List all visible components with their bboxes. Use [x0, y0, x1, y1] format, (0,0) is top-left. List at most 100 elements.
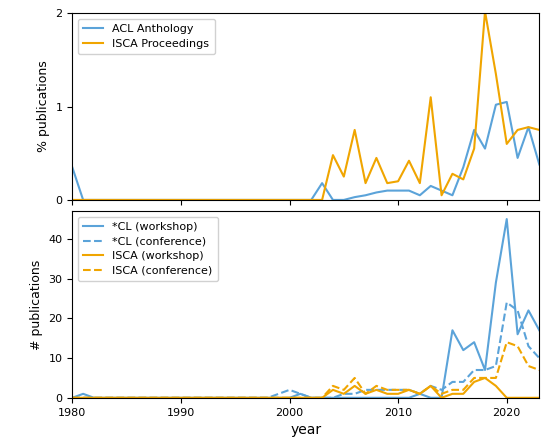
ISCA (conference) [275, 395, 282, 400]
ISCA (workshop) [438, 395, 445, 400]
*CL (workshop) [438, 395, 445, 400]
*CL (conference) [319, 395, 325, 400]
ISCA Proceedings [167, 197, 173, 202]
Line: ISCA (workshop): ISCA (workshop) [72, 378, 539, 398]
*CL (conference) [340, 391, 347, 396]
*CL (workshop) [514, 332, 521, 337]
ISCA Proceedings [199, 197, 206, 202]
ISCA (conference) [112, 395, 119, 400]
ISCA (conference) [177, 395, 184, 400]
*CL (workshop) [416, 391, 423, 396]
ISCA (workshop) [471, 379, 478, 385]
*CL (workshop) [493, 280, 499, 285]
ISCA (conference) [308, 395, 315, 400]
ISCA (workshop) [428, 383, 434, 389]
ISCA (conference) [438, 391, 445, 396]
*CL (conference) [449, 379, 456, 385]
ACL Anthology [406, 188, 413, 193]
*CL (workshop) [330, 395, 336, 400]
ISCA (workshop) [536, 395, 543, 400]
ACL Anthology [330, 197, 336, 202]
ACL Anthology [395, 188, 401, 193]
ISCA (conference) [102, 395, 108, 400]
ISCA (conference) [188, 395, 195, 400]
ISCA Proceedings [102, 197, 108, 202]
ACL Anthology [112, 197, 119, 202]
Line: ISCA (conference): ISCA (conference) [72, 342, 539, 398]
ISCA (conference) [134, 395, 141, 400]
ISCA (workshop) [384, 391, 391, 396]
ACL Anthology [416, 193, 423, 198]
ISCA (conference) [319, 395, 325, 400]
ISCA (conference) [330, 383, 336, 389]
ISCA (conference) [243, 395, 250, 400]
ACL Anthology [221, 197, 227, 202]
ISCA Proceedings [134, 197, 141, 202]
ISCA Proceedings [112, 197, 119, 202]
ISCA Proceedings [471, 146, 478, 151]
ISCA (workshop) [286, 395, 293, 400]
*CL (conference) [395, 387, 401, 392]
ACL Anthology [145, 197, 152, 202]
ISCA Proceedings [406, 158, 413, 164]
*CL (workshop) [297, 391, 304, 396]
ISCA Proceedings [536, 127, 543, 133]
*CL (workshop) [177, 395, 184, 400]
ISCA Proceedings [525, 125, 532, 130]
ISCA (workshop) [199, 395, 206, 400]
ISCA (workshop) [330, 387, 336, 392]
ISCA (workshop) [373, 387, 380, 392]
ISCA (conference) [156, 395, 162, 400]
ISCA (workshop) [91, 395, 97, 400]
ACL Anthology [275, 197, 282, 202]
ISCA (workshop) [503, 395, 510, 400]
*CL (conference) [134, 395, 141, 400]
ACL Anthology [123, 197, 130, 202]
ISCA Proceedings [493, 71, 499, 76]
ISCA (workshop) [167, 395, 173, 400]
*CL (conference) [438, 387, 445, 392]
*CL (conference) [308, 395, 315, 400]
ISCA (workshop) [308, 395, 315, 400]
ACL Anthology [243, 197, 250, 202]
ISCA (workshop) [243, 395, 250, 400]
ISCA (workshop) [460, 391, 466, 396]
ISCA (conference) [503, 339, 510, 345]
*CL (workshop) [265, 395, 271, 400]
*CL (conference) [91, 395, 97, 400]
ISCA (workshop) [351, 383, 358, 389]
ISCA (conference) [254, 395, 260, 400]
ISCA (workshop) [525, 395, 532, 400]
*CL (workshop) [275, 395, 282, 400]
ACL Anthology [340, 197, 347, 202]
ISCA (conference) [145, 395, 152, 400]
ACL Anthology [514, 155, 521, 160]
*CL (workshop) [91, 395, 97, 400]
ACL Anthology [265, 197, 271, 202]
*CL (workshop) [112, 395, 119, 400]
*CL (workshop) [351, 395, 358, 400]
ISCA Proceedings [460, 177, 466, 182]
ISCA (conference) [362, 391, 369, 396]
ISCA Proceedings [308, 197, 315, 202]
*CL (conference) [351, 391, 358, 396]
ISCA (workshop) [69, 395, 76, 400]
*CL (workshop) [69, 395, 76, 400]
*CL (conference) [362, 387, 369, 392]
ACL Anthology [69, 164, 76, 170]
Line: *CL (conference): *CL (conference) [72, 302, 539, 398]
ISCA Proceedings [145, 197, 152, 202]
ISCA (workshop) [362, 391, 369, 396]
*CL (conference) [221, 395, 227, 400]
ISCA (conference) [471, 375, 478, 381]
*CL (conference) [145, 395, 152, 400]
ISCA (conference) [493, 375, 499, 381]
ISCA (workshop) [123, 395, 130, 400]
ISCA (conference) [91, 395, 97, 400]
ACL Anthology [362, 193, 369, 198]
ACL Anthology [503, 99, 510, 105]
ISCA (conference) [428, 383, 434, 389]
ACL Anthology [91, 197, 97, 202]
ISCA (conference) [481, 375, 488, 381]
ISCA (workshop) [493, 383, 499, 389]
